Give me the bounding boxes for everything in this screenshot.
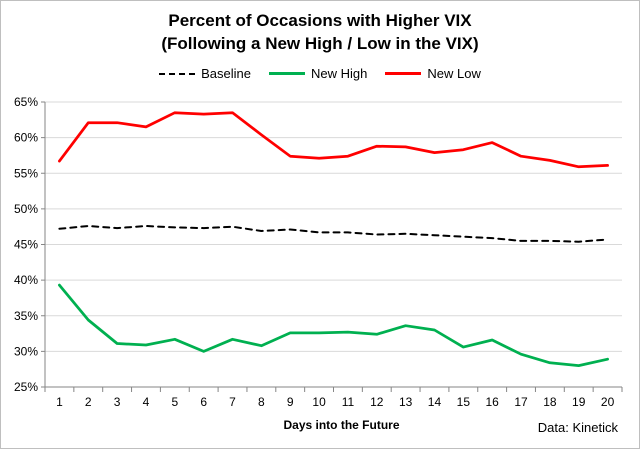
x-tick-label: 2 xyxy=(85,395,92,409)
series-line-baseline xyxy=(58,225,609,243)
series-line-new-high xyxy=(58,283,609,367)
legend-item-new-low: New Low xyxy=(385,66,481,81)
y-tick-label: 65% xyxy=(14,95,38,109)
x-tick-label: 1 xyxy=(56,395,63,409)
x-tick-label: 3 xyxy=(114,395,121,409)
series-line-new-low xyxy=(58,111,609,169)
legend-label-new-high: New High xyxy=(311,66,368,81)
x-tick-label: 18 xyxy=(543,395,557,409)
chart-subtitle: (Following a New High / Low in the VIX) xyxy=(161,34,479,53)
legend-swatch-baseline xyxy=(159,72,196,75)
x-tick-label: 14 xyxy=(428,395,442,409)
x-tick-label: 6 xyxy=(200,395,207,409)
x-tick-label: 15 xyxy=(457,395,471,409)
y-tick-label: 40% xyxy=(14,273,38,287)
y-tick-label: 60% xyxy=(14,131,38,145)
chart-title: Percent of Occasions with Higher VIX xyxy=(168,11,472,30)
legend-item-baseline: Baseline xyxy=(159,66,251,81)
legend-item-new-high: New High xyxy=(269,66,367,81)
y-tick-label: 25% xyxy=(14,380,38,394)
legend-swatch-new-high xyxy=(269,72,306,75)
y-tick-label: 50% xyxy=(14,202,38,216)
legend-swatch-new-low xyxy=(385,72,422,75)
chart-title-block: Percent of Occasions with Higher VIX (Fo… xyxy=(0,9,640,55)
x-tick-label: 9 xyxy=(287,395,294,409)
x-tick-label: 12 xyxy=(370,395,384,409)
source-note: Data: Kinetick xyxy=(537,420,618,435)
y-tick-label: 45% xyxy=(14,238,38,252)
y-tick-label: 35% xyxy=(14,309,38,323)
x-tick-label: 16 xyxy=(485,395,499,409)
x-tick-label: 17 xyxy=(514,395,528,409)
legend-label-baseline: Baseline xyxy=(201,66,252,81)
x-tick-label: 19 xyxy=(572,395,586,409)
legend-label-new-low: New Low xyxy=(427,66,481,81)
x-tick-label: 13 xyxy=(399,395,413,409)
y-tick-label: 55% xyxy=(14,166,38,180)
x-tick-label: 7 xyxy=(229,395,236,409)
x-tick-label: 11 xyxy=(342,395,355,409)
y-tick-label: 30% xyxy=(14,344,38,358)
x-tick-label: 10 xyxy=(312,395,326,409)
legend: Baseline New High New Low xyxy=(0,66,640,81)
x-tick-label: 20 xyxy=(601,395,615,409)
x-axis-title: Days into the Future xyxy=(283,418,399,432)
x-tick-label: 8 xyxy=(258,395,265,409)
x-tick-label: 5 xyxy=(171,395,178,409)
x-tick-label: 4 xyxy=(143,395,150,409)
